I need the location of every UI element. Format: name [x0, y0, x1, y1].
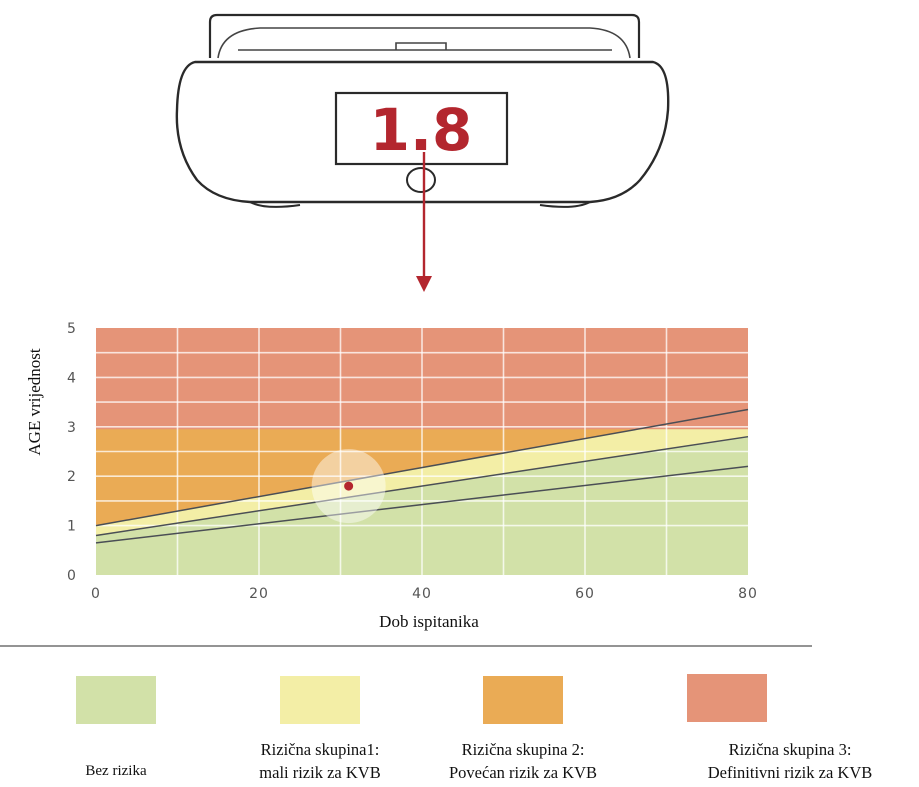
device-tray-inner — [217, 27, 631, 59]
legend-label-line: Rizična skupina1: — [260, 740, 380, 759]
x-tick-label: 40 — [412, 586, 432, 602]
y-tick-label: 1 — [67, 519, 77, 535]
y-tick-label: 5 — [67, 321, 77, 337]
legend-label-line: Bez rizika — [85, 763, 147, 779]
legend-swatch-no-risk — [76, 676, 156, 724]
measurement-marker — [311, 449, 386, 524]
device-top-tray — [208, 13, 641, 58]
y-tick-label: 2 — [67, 469, 77, 485]
risk-boundary-line — [95, 465, 749, 544]
x-tick-label: 0 — [91, 586, 101, 602]
device-foot-left — [249, 201, 301, 208]
legend-label-risk-1: Rizična skupina1: mali rizik za KVB — [220, 738, 420, 784]
legend-swatch-risk-2 — [483, 676, 563, 724]
device-foot-right — [539, 201, 591, 208]
x-tick-label: 80 — [738, 586, 758, 602]
legend-label-line: Rizična skupina 2: — [461, 740, 585, 759]
chart-lines — [95, 408, 749, 544]
age-reader-device: 1.8 — [175, 13, 670, 292]
device-tray-slot — [395, 42, 447, 50]
legend-swatch-risk-3 — [687, 674, 767, 722]
y-tick-label: 0 — [67, 568, 77, 584]
legend-label-no-risk: Bez rizika — [60, 760, 172, 783]
x-axis-title: Dob ispitanika — [379, 612, 479, 631]
chart-grid — [96, 328, 748, 575]
legend-label-line: Povećan rizik za KVB — [449, 763, 597, 782]
legend-label-risk-3: Rizična skupina 3: Definitivni rizik za … — [665, 738, 915, 784]
legend-label-line: Rizična skupina 3: — [728, 740, 852, 759]
device-display — [334, 91, 509, 166]
y-axis-title: AGE vrijednost — [25, 348, 44, 455]
risk-boundary-line — [95, 408, 749, 527]
x-tick-label: 60 — [575, 586, 595, 602]
y-tick-label: 3 — [67, 420, 77, 436]
legend-label-risk-2: Rizična skupina 2: Povećan rizik za KVB — [421, 738, 625, 784]
y-axis-ticks: 0 1 2 3 4 5 — [67, 321, 77, 584]
marker-point — [344, 481, 354, 491]
legend-swatch-risk-1 — [280, 676, 360, 724]
device-display-value: 1.8 — [370, 96, 473, 164]
x-tick-label: 20 — [249, 586, 269, 602]
device-button — [406, 167, 436, 193]
legend-label-line: Definitivni rizik za KVB — [707, 763, 873, 782]
x-axis-ticks: 0 20 40 60 80 — [91, 586, 758, 602]
pointer-arrow-head — [416, 276, 432, 292]
age-chart: 0 20 40 60 80 0 1 2 3 4 5 Dob ispitanika AGE vrij… — [25, 321, 758, 631]
legend-label-line: mali rizik za KVB — [259, 763, 381, 782]
risk-boundary-line — [95, 435, 749, 537]
y-tick-label: 4 — [67, 370, 77, 386]
